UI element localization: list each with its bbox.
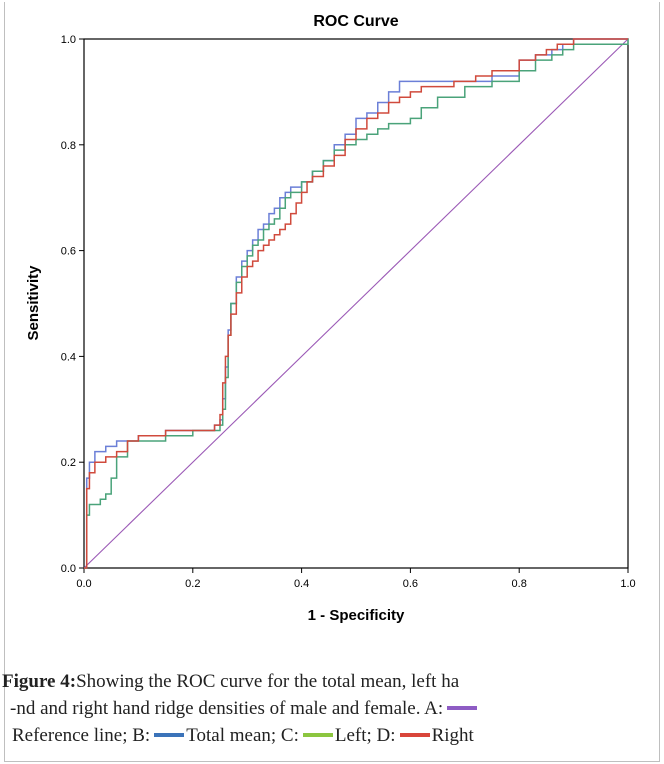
x-axis-label: 1 - Specificity [308,607,405,624]
series-layer [83,38,629,569]
caption-text-2: -nd and right hand ridge densities of ma… [10,698,444,719]
caption-text-3c: Left; D: [334,725,396,746]
figure-caption: Figure 4:Showing the ROC curve for the t… [0,630,664,764]
caption-text-3d: Right [431,725,474,746]
series-line-right [84,38,628,569]
x-tick-label: 0.4 [294,578,309,590]
axis-ticks: 0.0 0.2 0.4 0.6 0.8 1.0 0.0 0.2 0.4 0.6 0.8 1.0 [61,34,636,590]
y-tick-label: 0.0 [61,563,76,575]
y-tick-label: 0.4 [61,351,76,363]
y-axis-label: Sensitivity [25,265,42,341]
x-tick-label: 0.6 [403,578,418,590]
y-tick-label: 0.8 [61,140,76,152]
left-swatch [302,732,333,737]
roc-chart: ROC Curve 0.0 0.2 0.4 0.6 0.8 1.0 0.0 0.2 0.4 0.6… [25,13,636,624]
caption-text-3a: Reference line; B: [12,725,151,746]
total-mean-swatch [154,732,185,737]
caption-line-2: -nd and right hand ridge densities of ma… [10,695,479,722]
right-swatch [399,732,430,737]
x-tick-label: 0.8 [512,578,527,590]
y-tick-label: 1.0 [61,34,76,46]
x-tick-label: 0.0 [76,578,91,590]
series-line-reference-line [83,38,629,569]
caption-line-1: Figure 4:Showing the ROC curve for the t… [2,668,459,695]
caption-line-3: Reference line; B: Total mean; C: Left; D:… [12,722,474,749]
x-tick-label: 1.0 [620,578,635,590]
y-tick-label: 0.2 [61,457,76,469]
x-tick-label: 0.2 [185,578,200,590]
caption-text-1: Showing the ROC curve for the total mean… [76,671,460,692]
figure-label: Figure 4: [2,671,77,692]
y-tick-label: 0.6 [61,246,76,258]
caption-text-3b: Total mean; C: [186,725,299,746]
chart-title: ROC Curve [313,13,398,30]
reference-line-swatch [447,705,478,710]
